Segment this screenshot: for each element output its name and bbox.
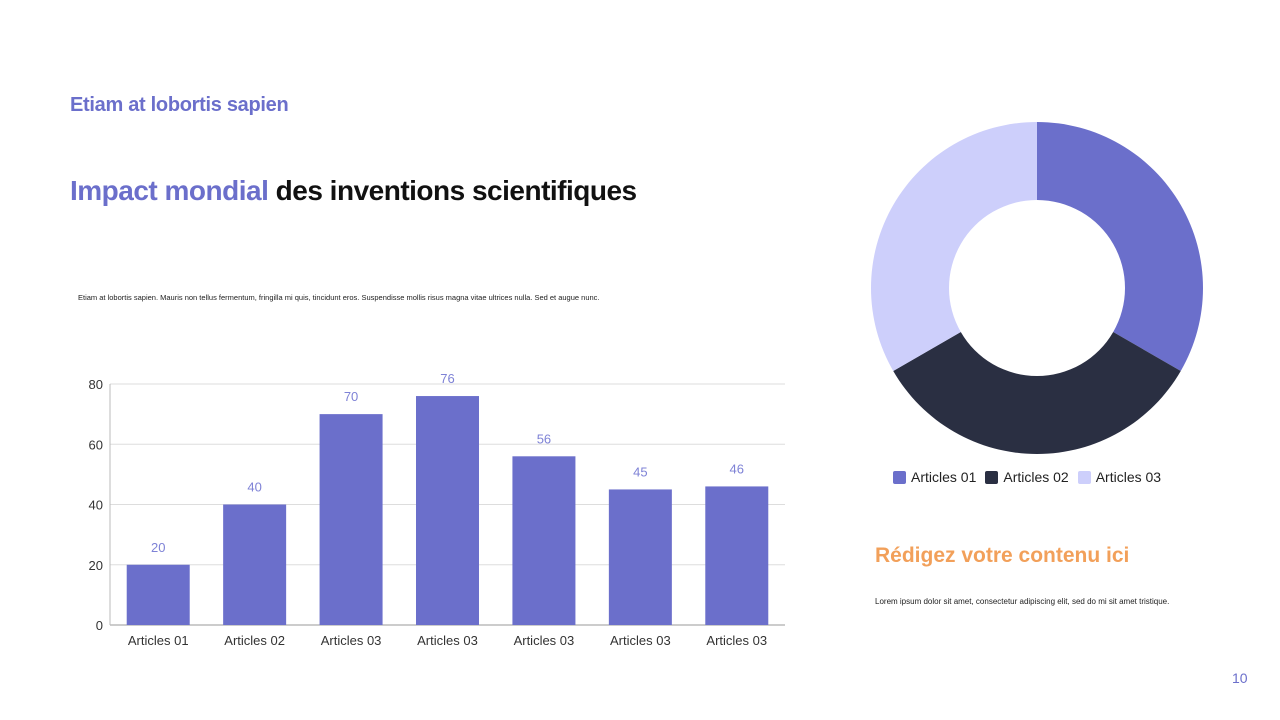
y-tick-label: 0 [96, 618, 103, 633]
data-label: 76 [440, 371, 454, 386]
legend-swatch [893, 470, 906, 484]
legend-label: Articles 03 [1095, 469, 1162, 485]
data-label: 56 [537, 431, 551, 446]
donut-slice [893, 332, 1181, 454]
page-title: Impact mondial des inventions scientifiq… [70, 175, 637, 207]
bar [608, 489, 672, 625]
x-tick-label: Articles 03 [706, 633, 767, 648]
donut-slice [1037, 122, 1203, 371]
legend-swatch [985, 470, 999, 484]
donut-legend: Articles 01 Articles 02 Articles 03 [893, 469, 1161, 485]
bar-chart: 0 20 40 60 80 20 Articles 01 40 Articles 02 70 Art… [89, 371, 785, 648]
title-rest: des inventions scientifiques [268, 175, 638, 206]
legend-item: Articles 02 [985, 469, 1069, 485]
bar [705, 486, 769, 625]
y-tick-label: 20 [89, 558, 103, 573]
legend-label: Articles 01 [911, 469, 977, 485]
legend-item: Articles 01 [893, 469, 976, 485]
title-accent: Impact mondial [70, 175, 269, 206]
subheading: Rédigez votre contenu ici [875, 544, 1130, 567]
x-tick-label: Articles 01 [128, 633, 189, 648]
data-label: 20 [151, 540, 165, 555]
legend-label: Articles 02 [1003, 469, 1069, 485]
bar [223, 504, 287, 625]
body-text: Lorem ipsum dolor sit amet, consectetur … [875, 597, 1170, 606]
x-tick-label: Articles 03 [321, 633, 382, 648]
data-label: 70 [344, 389, 358, 404]
x-tick-label: Articles 03 [514, 633, 575, 648]
data-label: 46 [730, 461, 744, 476]
donut-chart [871, 122, 1203, 454]
kicker: Etiam at lobortis sapien [70, 94, 289, 116]
page-number: 10 [1232, 670, 1248, 686]
x-tick-label: Articles 02 [224, 633, 285, 648]
bar [126, 564, 190, 625]
data-label: 40 [247, 480, 261, 495]
legend-swatch [1077, 470, 1091, 484]
y-tick-label: 80 [89, 377, 103, 392]
intro-paragraph: Etiam at lobortis sapien. Mauris non tel… [78, 293, 600, 302]
bar [512, 456, 576, 625]
data-label: 45 [633, 464, 647, 479]
bar [319, 414, 383, 625]
legend-item: Articles 03 [1077, 469, 1162, 485]
x-tick-label: Articles 03 [417, 633, 478, 648]
y-tick-label: 60 [89, 437, 103, 452]
bar [416, 396, 479, 625]
y-tick-label: 40 [89, 498, 103, 513]
donut-slice [871, 122, 1037, 371]
x-tick-label: Articles 03 [610, 633, 671, 648]
